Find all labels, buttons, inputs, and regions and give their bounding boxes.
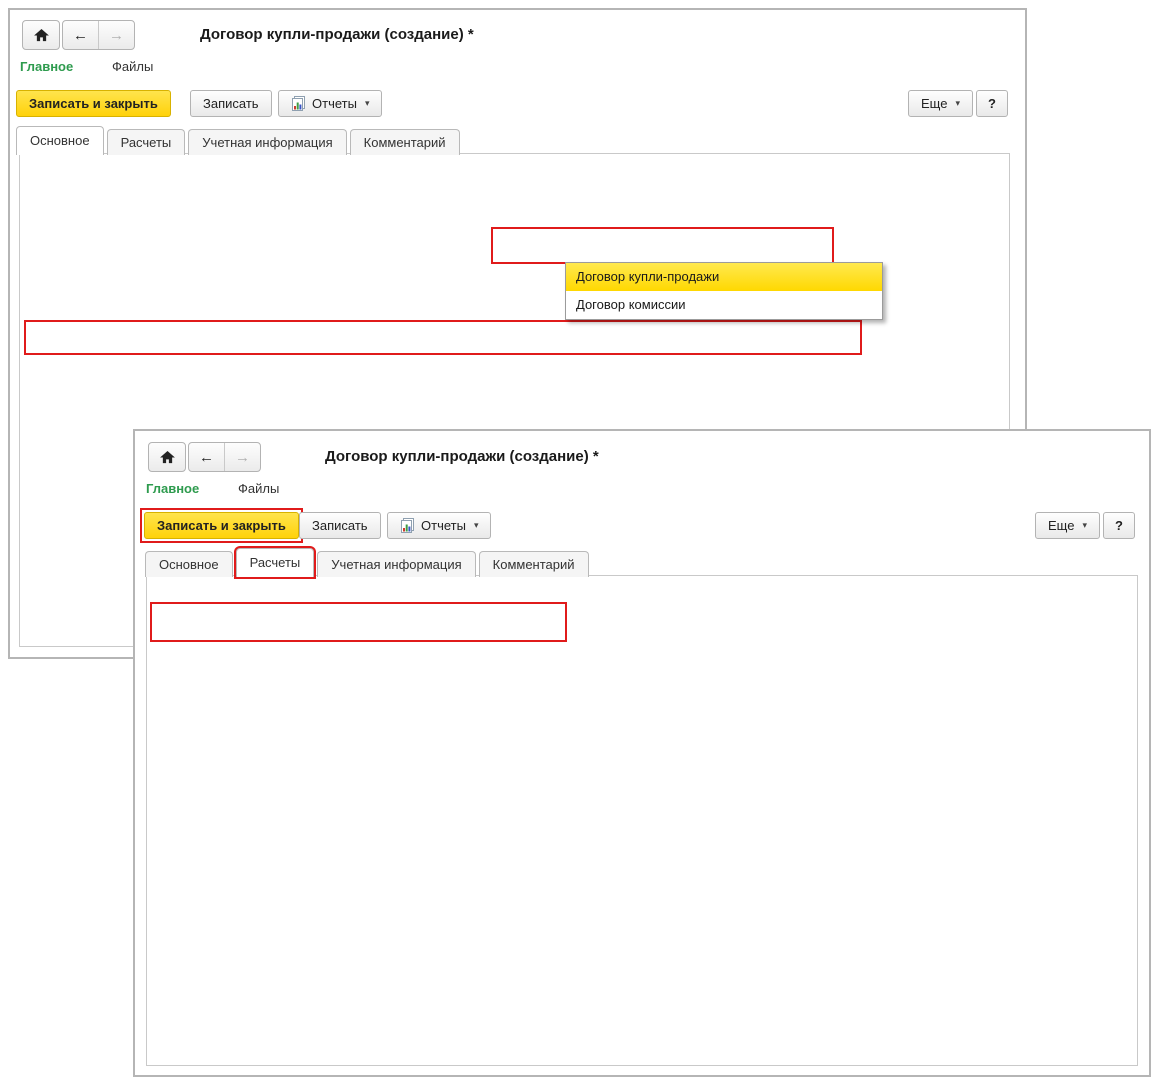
page-title: Договор купли-продажи (создание) * — [200, 26, 474, 43]
chevron-down-icon: ▾ — [364, 98, 370, 108]
tab-comment[interactable]: Комментарий — [478, 551, 589, 577]
save-close-button[interactable]: Записать и закрыть — [144, 512, 299, 539]
back-button[interactable]: ← — [63, 21, 98, 49]
type-dropdown-list: Договор купли-продажи Договор комиссии — [565, 262, 883, 320]
highlight-save-close: Записать и закрыть — [140, 508, 303, 543]
help-button[interactable]: ? — [1103, 512, 1135, 539]
tab-accounting-info[interactable]: Учетная информация — [188, 129, 347, 155]
reports-button[interactable]: Отчеты ▾ — [387, 512, 492, 539]
history-nav: ← → — [188, 442, 261, 472]
back-button[interactable]: ← — [189, 443, 224, 471]
window-contract-settlements-tab: ← → Договор купли-продажи (создание) * Г… — [133, 429, 1151, 1077]
more-button[interactable]: Еще ▾ — [1035, 512, 1100, 539]
save-close-button[interactable]: Записать и закрыть — [16, 90, 171, 117]
back-icon: ← — [73, 26, 88, 44]
forward-icon: → — [109, 26, 124, 44]
menu-files[interactable]: Файлы — [112, 59, 154, 74]
history-nav: ← → — [62, 20, 135, 50]
home-icon — [159, 450, 175, 464]
forward-button[interactable]: → — [224, 443, 260, 471]
menu-main[interactable]: Главное — [20, 59, 74, 74]
form-pane — [146, 575, 1138, 1066]
report-chart-icon — [291, 96, 306, 111]
tab-comment[interactable]: Комментарий — [349, 129, 460, 155]
home-icon — [33, 28, 49, 42]
tab-bar: Основное Расчеты Учетная информация Комм… — [16, 126, 463, 155]
chevron-down-icon: ▾ — [955, 98, 960, 108]
tab-main[interactable]: Основное — [16, 126, 104, 155]
dropdown-option-commission-contract[interactable]: Договор комиссии — [576, 297, 686, 312]
reports-button[interactable]: Отчеты ▾ — [278, 90, 383, 117]
tab-settlements[interactable]: Расчеты — [235, 548, 315, 577]
menu-files[interactable]: Файлы — [238, 481, 280, 496]
forward-icon: → — [235, 448, 250, 466]
chevron-down-icon: ▾ — [1082, 520, 1087, 530]
tab-settlements[interactable]: Расчеты — [106, 129, 186, 155]
more-button[interactable]: Еще ▾ — [908, 90, 973, 117]
dropdown-option-sale-contract[interactable]: Договор купли-продажи — [566, 263, 882, 291]
tab-main[interactable]: Основное — [145, 551, 233, 577]
home-button[interactable] — [22, 20, 60, 50]
help-button[interactable]: ? — [976, 90, 1008, 117]
page-title: Договор купли-продажи (создание) * — [325, 448, 599, 465]
save-button[interactable]: Записать — [190, 90, 272, 117]
forward-button[interactable]: → — [98, 21, 134, 49]
home-button[interactable] — [148, 442, 186, 472]
tab-bar: Основное Расчеты Учетная информация Комм… — [145, 548, 592, 577]
report-chart-icon — [400, 518, 415, 533]
menu-main[interactable]: Главное — [146, 481, 200, 496]
chevron-down-icon: ▾ — [473, 520, 479, 530]
back-icon: ← — [199, 448, 214, 466]
save-button[interactable]: Записать — [299, 512, 381, 539]
tab-accounting-info[interactable]: Учетная информация — [317, 551, 476, 577]
